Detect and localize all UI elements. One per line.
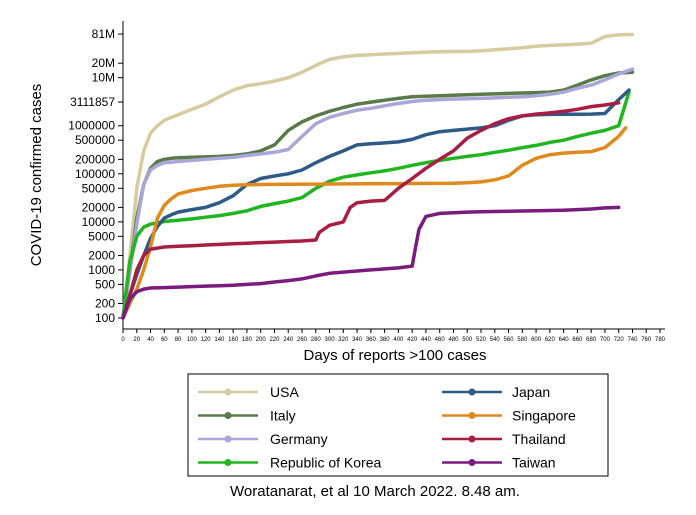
y-tick-label: 20M	[92, 56, 115, 70]
series-line-japan	[121, 88, 631, 320]
y-tick-label: 500	[95, 277, 115, 291]
y-tick-label: 81M	[92, 27, 115, 41]
plot-area: 1002005001000200050001000020000500001000…	[68, 21, 666, 343]
y-tick-label: 5000	[88, 229, 115, 243]
legend-item-republic-of-korea: Republic of Korea	[198, 455, 382, 471]
series-line-republic-of-korea	[121, 90, 631, 320]
x-tick-label: 100	[187, 337, 198, 343]
series-lines	[121, 32, 635, 320]
credit-text: Woratanarat, et al 10 March 2022. 8.48 a…	[230, 483, 520, 500]
legend-swatch-marker	[468, 388, 476, 396]
y-tick-label: 3111857	[70, 95, 115, 109]
x-tick-label: 320	[338, 337, 349, 343]
x-tick-label: 20	[133, 337, 140, 343]
x-tick-label: 780	[655, 337, 666, 343]
legend-swatch-marker	[468, 412, 476, 419]
y-tick-label: 20000	[82, 200, 116, 214]
legend-label: Thailand	[512, 431, 566, 447]
x-tick-label: 300	[325, 337, 336, 343]
y-tick-label: 200000	[75, 152, 115, 166]
legend-label: Singapore	[512, 408, 576, 424]
legend-swatch-marker	[468, 459, 476, 466]
x-tick-label: 420	[407, 337, 418, 343]
x-tick-label: 600	[531, 337, 542, 343]
series-line-italy	[121, 70, 635, 320]
x-tick-label: 200	[256, 337, 267, 343]
x-tick-label: 340	[352, 337, 363, 343]
y-tick-label: 50000	[82, 181, 116, 195]
x-tick-label: 0	[121, 337, 125, 343]
x-tick-label: 680	[586, 337, 597, 343]
x-tick-label: 260	[297, 337, 308, 343]
y-axis-title: COVID-19 confirmed cases	[28, 84, 45, 267]
x-tick-label: 460	[435, 337, 446, 343]
x-tick-label: 180	[242, 337, 253, 343]
legend-item-singapore: Singapore	[442, 408, 576, 424]
legend-item-thailand: Thailand	[442, 431, 566, 447]
x-tick-label: 220	[269, 337, 280, 343]
x-tick-label: 380	[380, 337, 391, 343]
x-tick-label: 520	[476, 337, 487, 343]
x-tick-label: 240	[283, 337, 294, 343]
legend-item-usa: USA	[198, 384, 299, 400]
series-line-usa	[121, 32, 635, 320]
legend-item-taiwan: Taiwan	[442, 455, 556, 471]
legend-label: Italy	[270, 408, 296, 424]
x-tick-label: 40	[147, 337, 154, 343]
legend-item-japan: Japan	[442, 384, 550, 400]
y-tick-label: 10000	[82, 215, 116, 229]
legend-item-italy: Italy	[198, 408, 296, 424]
legend: USA Italy Germany Republic of Korea Japan Sin…	[187, 373, 609, 477]
x-tick-label: 160	[228, 337, 239, 343]
x-tick-label: 760	[641, 337, 652, 343]
legend-swatch-marker	[224, 435, 232, 443]
x-tick-label: 640	[559, 337, 570, 343]
legend-label: Germany	[270, 431, 328, 447]
x-tick-label: 700	[600, 337, 611, 343]
x-tick-label: 60	[161, 337, 168, 343]
x-tick-label: 360	[366, 337, 377, 343]
x-tick-label: 740	[627, 337, 638, 343]
x-tick-label: 560	[504, 337, 515, 343]
y-tick-label: 1000000	[68, 119, 115, 133]
legend-swatch-marker	[224, 412, 232, 419]
series-line-thailand	[121, 101, 621, 320]
x-tick-label: 720	[614, 337, 625, 343]
legend-swatch-marker	[468, 435, 476, 443]
legend-label: USA	[270, 384, 299, 400]
y-axis-ticks: 1002005001000200050001000020000500001000…	[68, 27, 123, 325]
legend-swatch-marker	[224, 388, 232, 396]
x-tick-label: 540	[490, 337, 501, 343]
legend-label: Japan	[512, 384, 550, 400]
y-tick-label: 1000	[88, 263, 115, 277]
x-tick-label: 620	[545, 337, 556, 343]
y-tick-label: 10M	[92, 71, 115, 85]
x-tick-label: 280	[311, 337, 322, 343]
y-tick-label: 2000	[88, 248, 115, 262]
legend-swatch-marker	[224, 459, 232, 466]
y-tick-label: 100000	[75, 167, 115, 181]
series-line-germany	[121, 67, 635, 320]
x-tick-label: 480	[448, 337, 459, 343]
x-tick-label: 120	[201, 337, 212, 343]
x-tick-label: 400	[393, 337, 404, 343]
x-tick-label: 140	[214, 337, 225, 343]
x-tick-label: 580	[517, 337, 528, 343]
legend-item-germany: Germany	[198, 431, 328, 447]
y-tick-label: 200	[95, 297, 115, 311]
x-tick-label: 440	[421, 337, 432, 343]
x-axis-ticks: 0 20 40 60 80 100 120 140 160 180 200 220 240 260 280 3…	[121, 329, 666, 343]
x-tick-label: 500	[462, 337, 473, 343]
legend-label: Republic of Korea	[270, 455, 382, 471]
series-line-singapore	[121, 126, 628, 320]
series-line-taiwan	[121, 205, 621, 320]
x-axis-title: Days of reports >100 cases	[303, 347, 486, 364]
y-tick-label: 500000	[75, 133, 115, 147]
x-tick-label: 660	[572, 337, 583, 343]
y-tick-label: 100	[95, 311, 115, 325]
legend-label: Taiwan	[512, 455, 556, 471]
x-tick-label: 80	[175, 337, 182, 343]
